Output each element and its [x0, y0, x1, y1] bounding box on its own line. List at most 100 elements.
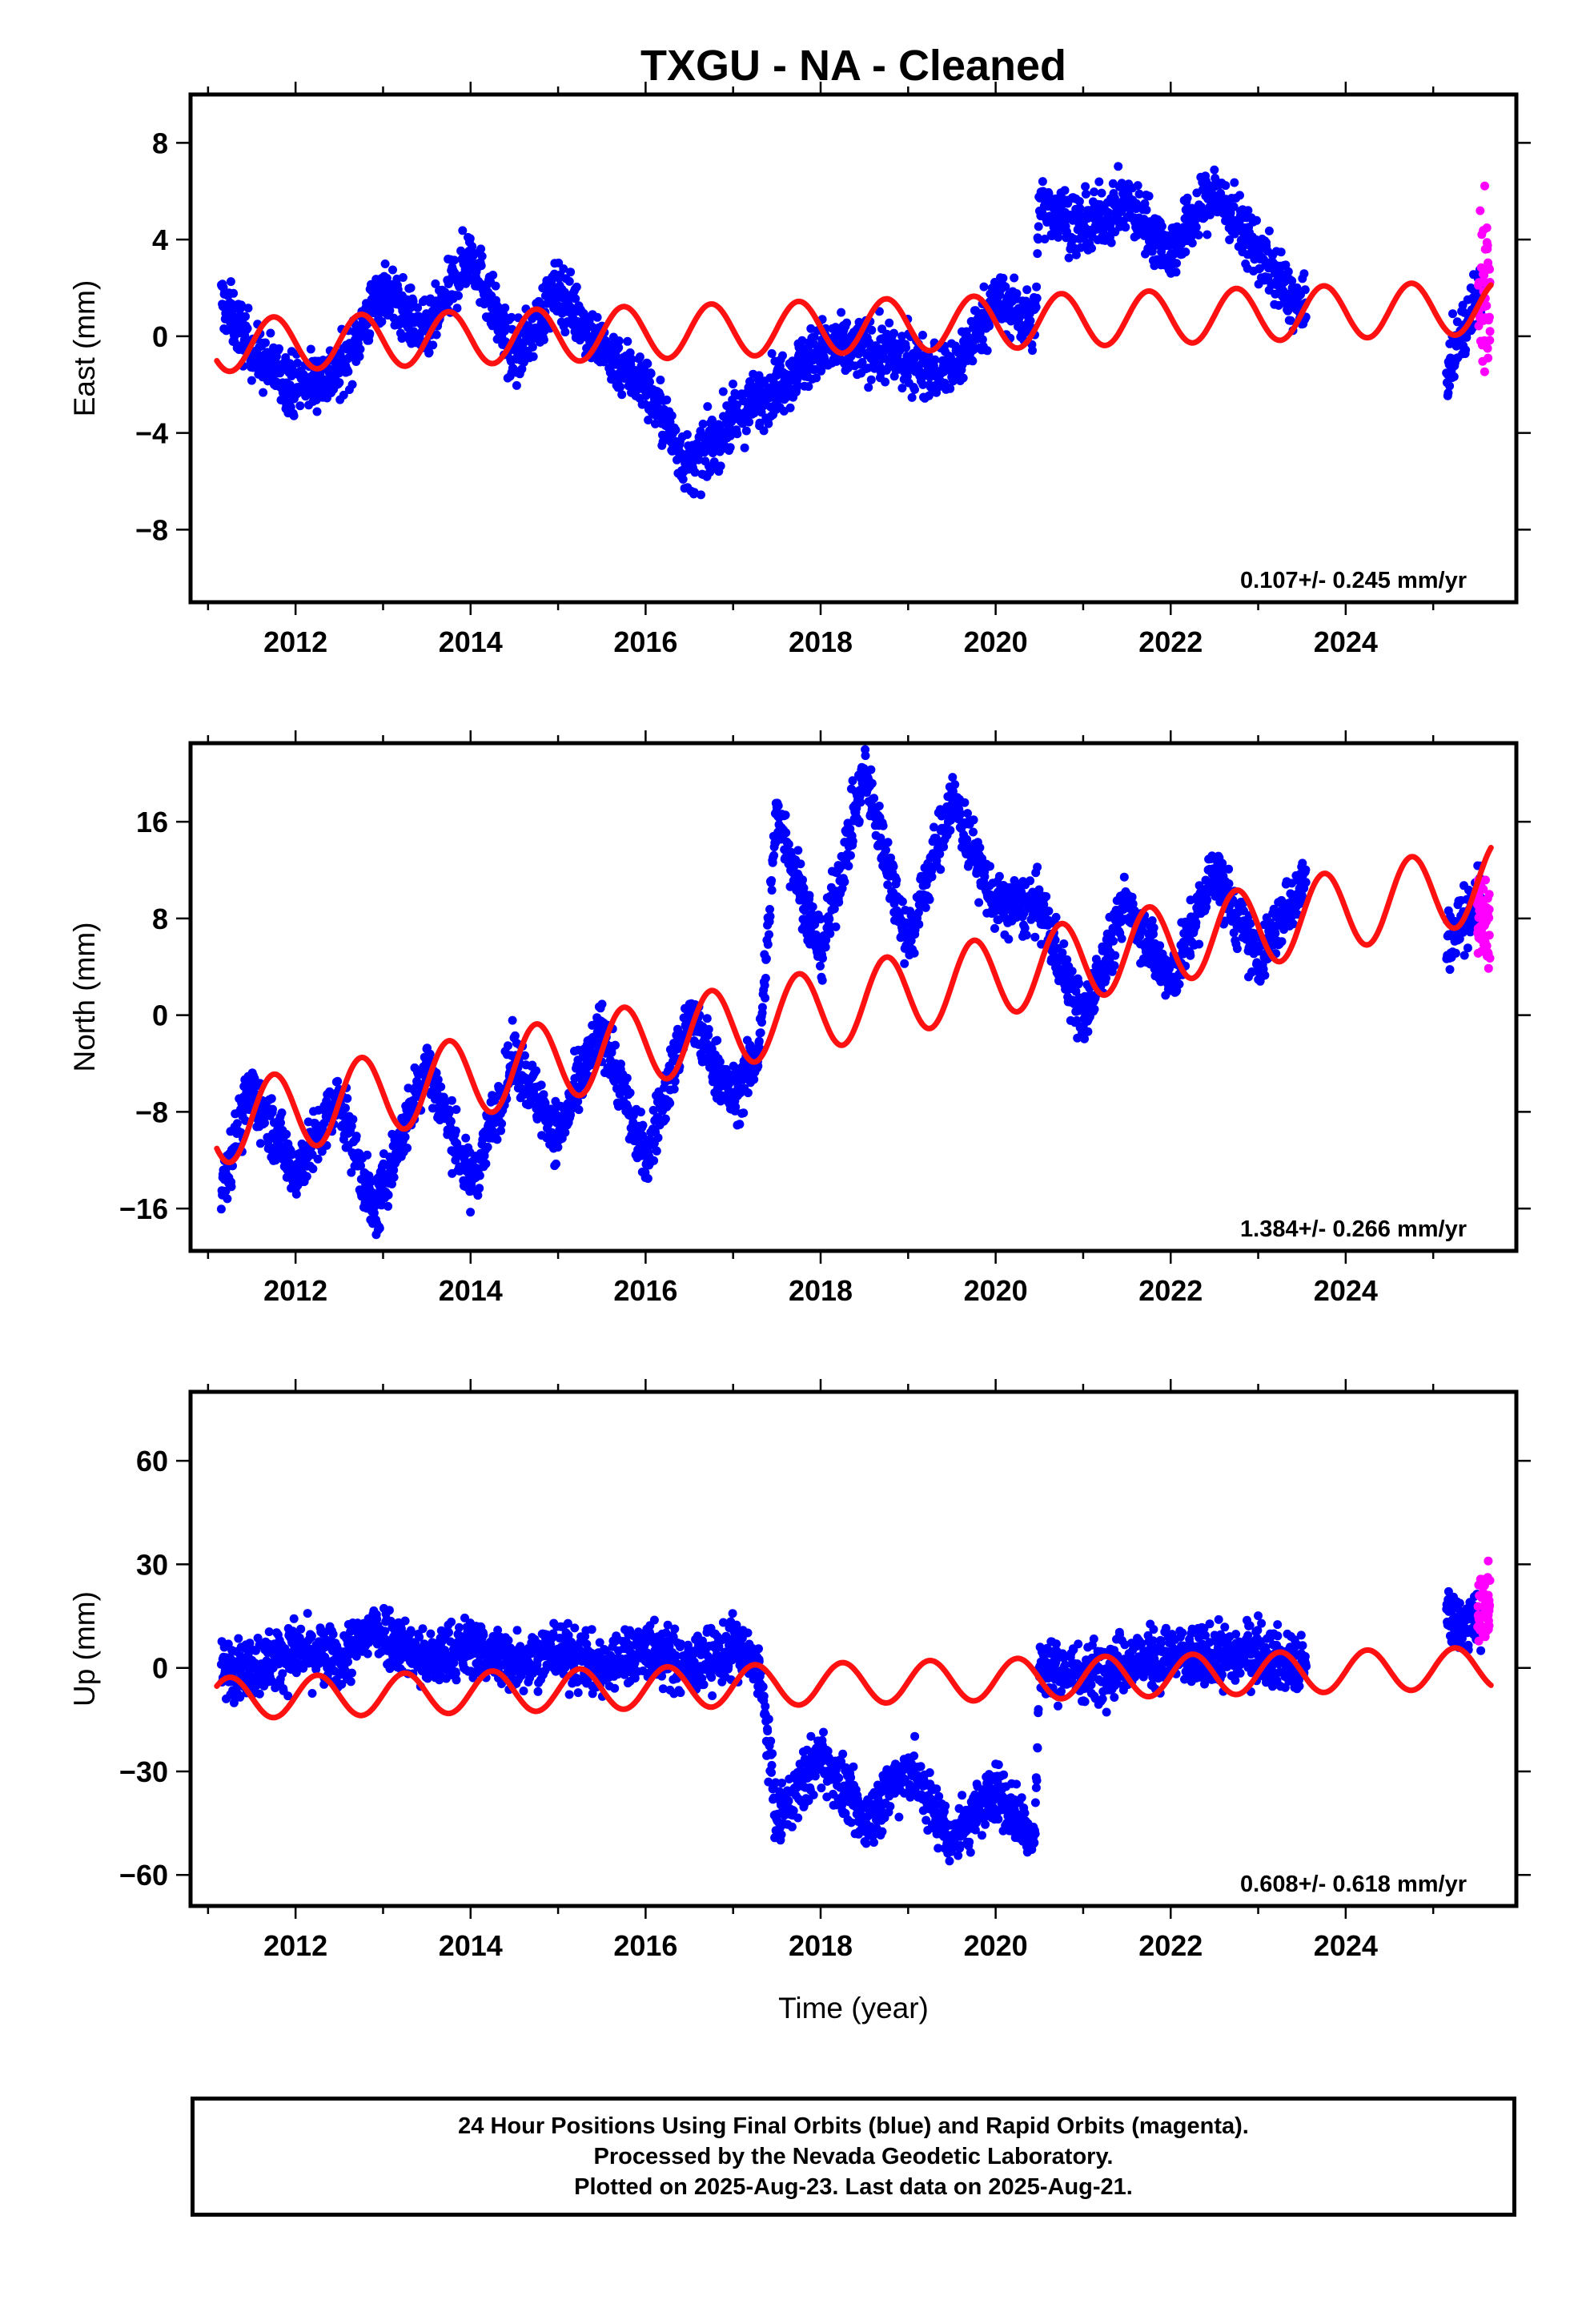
east-final-point: [837, 308, 846, 317]
east-final-point: [881, 377, 890, 387]
east-rapid-point: [1476, 206, 1485, 215]
north-final-point: [447, 1096, 456, 1105]
north-final-point: [665, 1099, 675, 1108]
east-final-point: [1252, 215, 1261, 225]
east-y-tick-label: 8: [152, 127, 168, 159]
east-final-point: [627, 355, 636, 364]
north-final-point: [510, 1031, 520, 1040]
north-final-point: [669, 1084, 679, 1094]
east-final-point: [458, 226, 468, 235]
north-final-point: [761, 954, 771, 963]
east-final-point: [866, 375, 876, 384]
east-final-points: [217, 162, 1486, 500]
north-final-point: [834, 898, 844, 907]
east-final-point: [500, 304, 510, 312]
east-final-point: [1221, 181, 1231, 191]
east-final-point: [339, 390, 348, 400]
east-final-point: [785, 403, 795, 412]
north-final-point: [817, 975, 827, 985]
north-final-point: [975, 843, 985, 852]
north-final-point: [900, 959, 909, 968]
east-final-point: [671, 425, 681, 435]
north-final-point: [702, 1014, 712, 1023]
north-final-point: [282, 1129, 291, 1139]
east-final-point: [559, 264, 568, 274]
east-final-point: [293, 358, 303, 368]
east-final-point: [651, 419, 660, 428]
east-final-point: [716, 461, 725, 471]
north-final-points: [216, 745, 1486, 1240]
north-final-point: [1004, 935, 1014, 944]
north-final-point: [625, 1088, 635, 1098]
north-final-point: [461, 1133, 471, 1143]
east-final-point: [645, 377, 654, 387]
north-final-point: [560, 1128, 570, 1137]
east-final-point: [1172, 259, 1181, 268]
east-final-point: [488, 271, 498, 279]
east-final-point: [764, 419, 773, 428]
north-final-point: [883, 838, 893, 847]
north-final-point: [1102, 973, 1110, 983]
north-final-point: [805, 891, 814, 900]
east-final-point: [767, 349, 777, 358]
north-final-point: [375, 1224, 384, 1233]
east-final-point: [413, 303, 423, 312]
east-final-point: [733, 429, 742, 439]
east-final-point: [476, 261, 486, 271]
east-final-point: [571, 294, 580, 304]
east-final-point: [698, 420, 708, 428]
east-final-point: [528, 352, 538, 361]
east-final-point: [1182, 193, 1192, 203]
east-final-point: [1300, 285, 1310, 295]
north-final-point: [661, 1114, 670, 1124]
east-final-point: [718, 387, 728, 396]
north-final-point: [451, 1126, 460, 1136]
north-final-point: [653, 1133, 663, 1143]
north-final-point: [277, 1108, 287, 1118]
east-final-point: [924, 391, 934, 400]
east-final-point: [867, 325, 877, 335]
panel-east: 2012 2014 2016 2018 2020 2022 2024840−4−8East …: [68, 82, 1531, 658]
north-final-point: [508, 1015, 517, 1025]
east-final-point: [910, 385, 919, 394]
north-final-point: [946, 826, 955, 835]
east-final-point: [452, 304, 462, 313]
east-rapid-point: [1482, 238, 1492, 247]
north-final-point: [574, 1105, 584, 1115]
east-final-point: [517, 364, 527, 374]
north-final-point: [267, 1094, 276, 1104]
north-final-point: [881, 846, 890, 854]
north-final-point: [825, 915, 834, 923]
east-final-point: [365, 329, 375, 339]
east-final-point: [682, 430, 692, 440]
east-final-point: [907, 392, 917, 402]
north-final-point: [936, 865, 946, 875]
east-final-point: [380, 259, 390, 268]
north-final-point: [986, 862, 994, 871]
east-final-point: [476, 244, 486, 254]
north-final-point: [897, 897, 907, 907]
north-final-point: [383, 1190, 393, 1200]
north-final-point: [715, 1057, 725, 1067]
east-x-tick-label: 2022: [1138, 625, 1203, 658]
east-final-point: [432, 330, 441, 340]
east-final-point: [697, 490, 705, 500]
east-final-point: [1028, 346, 1037, 356]
east-final-point: [1449, 372, 1459, 381]
east-final-point: [1081, 182, 1090, 191]
east-rapid-point: [1480, 367, 1489, 376]
north-final-point: [704, 1024, 713, 1034]
north-final-point: [1044, 907, 1054, 916]
north-final-point: [990, 923, 999, 933]
north-final-point: [914, 919, 924, 929]
east-final-point: [946, 384, 955, 393]
east-final-point: [1448, 309, 1457, 319]
east-final-point: [243, 304, 253, 313]
east-final-point: [690, 468, 700, 477]
north-final-point: [1026, 876, 1035, 886]
north-final-point: [856, 798, 865, 807]
east-final-point: [1191, 223, 1201, 232]
east-final-point: [797, 336, 807, 345]
east-rapid-point: [1482, 265, 1492, 275]
east-final-point: [1106, 238, 1116, 247]
